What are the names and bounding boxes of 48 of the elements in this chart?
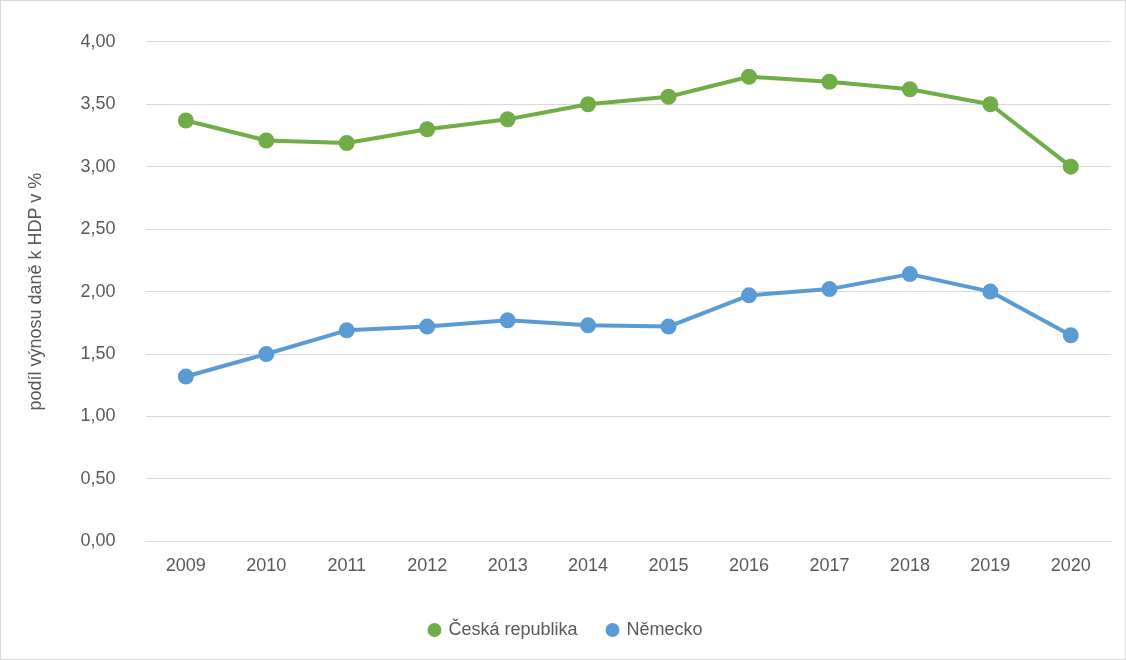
point [660, 88, 677, 105]
point [177, 112, 194, 129]
point [177, 368, 194, 385]
y-tick-label: 2,00 [80, 280, 116, 301]
x-tick-label: 2013 [487, 555, 528, 576]
point [660, 318, 677, 335]
point [740, 68, 757, 85]
point [982, 96, 999, 113]
point [580, 96, 597, 113]
point [419, 121, 436, 138]
x-tick-label: 2017 [809, 555, 850, 576]
y-tick-label: 4,00 [80, 30, 116, 51]
x-tick-label: 2018 [889, 555, 930, 576]
y-axis-title: podíl výnosu daně k HDP v % [24, 172, 45, 411]
point [580, 317, 597, 334]
point [901, 266, 918, 283]
point [982, 283, 999, 300]
point [499, 312, 516, 329]
point [740, 287, 757, 304]
point [901, 81, 918, 98]
point [338, 322, 355, 339]
legend-label: Česká republika [448, 617, 579, 639]
point [258, 346, 275, 363]
point [419, 318, 436, 335]
legend-label: Německo [626, 618, 703, 639]
point [338, 134, 355, 151]
x-tick-label: 2012 [407, 555, 448, 576]
x-tick-label: 2011 [327, 555, 367, 576]
point [1062, 327, 1079, 344]
point [1062, 158, 1079, 175]
point [821, 281, 838, 298]
point [499, 111, 516, 128]
point [258, 132, 275, 149]
x-tick-label: 2009 [165, 555, 206, 576]
y-tick-label: 3,00 [80, 155, 116, 176]
x-tick-label: 2014 [568, 555, 609, 576]
x-tick-label: 2016 [728, 555, 770, 576]
x-tick-label: 2020 [1050, 555, 1091, 576]
x-tick-label: 2010 [246, 555, 287, 576]
point [821, 73, 838, 90]
y-tick-label: 3,50 [80, 93, 116, 114]
y-tick-label: 0,00 [80, 530, 116, 551]
x-tick-label: 2015 [648, 555, 689, 576]
y-tick-label: 0,50 [80, 467, 116, 488]
y-tick-label: 1,00 [80, 405, 116, 426]
x-tick-label: 2019 [970, 555, 1011, 576]
y-tick-label: 2,50 [80, 218, 116, 239]
y-tick-label: 1,50 [80, 343, 116, 364]
